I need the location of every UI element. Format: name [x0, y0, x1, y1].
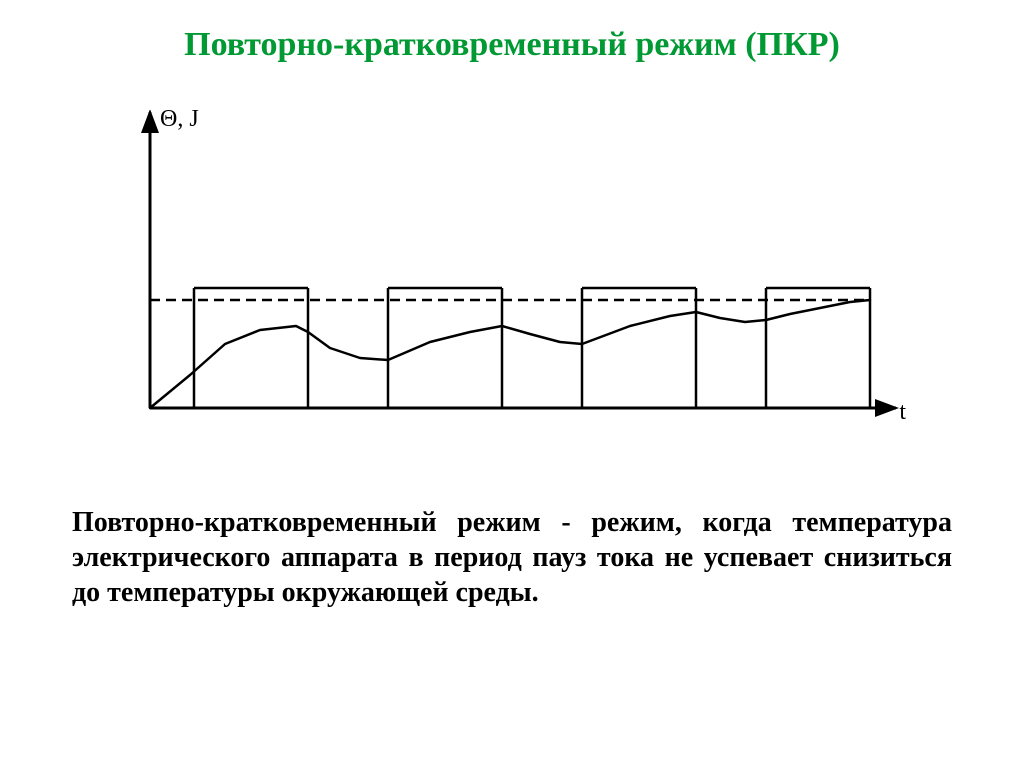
y-axis-label: Θ, J — [160, 106, 199, 133]
chart-container: Θ, J t — [130, 110, 900, 440]
chart-svg — [130, 110, 900, 440]
page-title: Повторно-кратковременный режим (ПКР) — [184, 26, 840, 64]
description-text: Повторно-кратковременный режим - режим, … — [72, 505, 952, 610]
x-axis-label: t — [899, 399, 906, 426]
